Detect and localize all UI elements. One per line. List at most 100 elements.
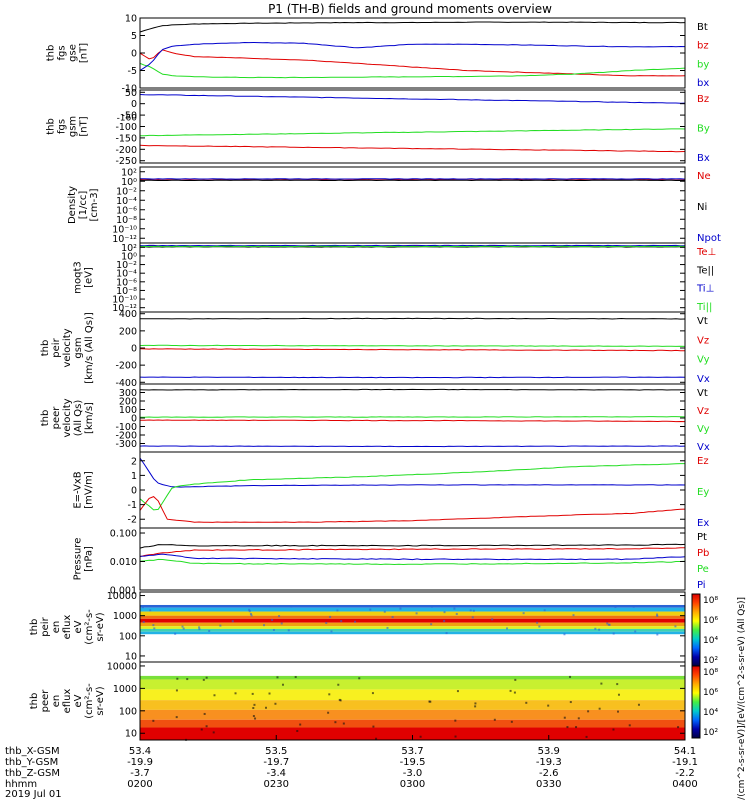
axis-ylabel-line: eflux	[62, 615, 73, 640]
heatmap-speck	[174, 633, 176, 635]
axis-ylabel-line: gsm	[73, 337, 84, 358]
axis-ylabel-line: fgs	[57, 45, 68, 60]
heatmap-speck	[369, 609, 371, 611]
series-Ey	[140, 464, 685, 510]
heatmap-speck	[474, 702, 476, 704]
heatmap-speck	[600, 683, 602, 685]
heatmap-speck	[276, 676, 278, 678]
heatmap-speck	[252, 693, 254, 695]
series-Ez	[140, 497, 685, 523]
heatmap-speck	[594, 628, 596, 630]
panel-frame	[140, 384, 685, 452]
axis-ylabel-line: eV	[73, 694, 84, 707]
heatmap-speck	[375, 738, 377, 740]
legend-Bz: Bz	[697, 94, 709, 105]
legend-Ti⊥: Ti⊥	[696, 284, 714, 295]
legend-Ti||: Ti||	[696, 302, 712, 313]
xaxis-value: 0300	[400, 779, 425, 790]
heatmap-speck	[219, 625, 221, 627]
panel-6: 3002001000-100-200-300thbpeervelocity(Al…	[40, 384, 710, 453]
axis-ylabel-line: velocity	[62, 328, 73, 367]
xaxis-value: 54.1	[674, 746, 696, 757]
heatmap-speck	[203, 679, 205, 681]
ytick-label: 400	[119, 309, 137, 320]
panel-4: 10²10⁰10⁻²10⁻⁴10⁻⁶10⁻⁸10⁻¹⁰10⁻¹²moqt3[eV…	[73, 243, 717, 314]
ytick-label: -300	[115, 439, 137, 450]
heatmap-speck	[213, 731, 215, 733]
axis-ylabel-line: thb	[40, 410, 51, 427]
ytick-label: 1	[131, 471, 137, 482]
heatmap-speck	[638, 704, 640, 706]
heatmap-speck	[372, 692, 374, 694]
heatmap-speck	[656, 614, 658, 616]
legend-bz: bz	[697, 41, 709, 52]
xaxis-value: -19.5	[400, 757, 426, 768]
ytick-label: 50	[125, 88, 137, 99]
axis-ylabel-line: sr-eV)	[95, 612, 106, 641]
legend-Vt: Vt	[697, 388, 708, 399]
axis-ylabel-line: moqt3	[73, 261, 84, 294]
series-By	[140, 129, 685, 136]
heatmap-speck	[416, 612, 418, 614]
heatmap-speck	[149, 609, 151, 611]
legend-Bx: Bx	[697, 153, 710, 164]
panel-frame	[140, 90, 685, 163]
heatmap-speck	[525, 702, 527, 704]
axis-ylabel: E=-VxB[mV/m]	[73, 471, 95, 509]
series-Vx	[140, 446, 685, 447]
xaxis-value: 0200	[127, 779, 152, 790]
axis-ylabel-line: (All Qs)	[73, 400, 84, 437]
heatmap-speck	[253, 715, 255, 717]
ytick-label: -250	[115, 156, 137, 167]
axis-ylabel-line: peir	[51, 337, 62, 357]
xaxis-value: 53.4	[129, 746, 151, 757]
axis-ylabel-line: [km/s]	[84, 402, 95, 434]
axis-ylabel-line: [cm-3]	[89, 188, 100, 221]
legend-Vt: Vt	[697, 316, 708, 327]
legend-By: By	[697, 124, 710, 135]
axis-ylabel-line: (cm²-s-	[84, 609, 95, 645]
heatmap-speck	[677, 726, 679, 728]
colorbar-tick: 10²	[703, 656, 718, 666]
heatmap-speck	[176, 716, 178, 718]
heatmap-speck	[269, 606, 271, 608]
ytick-label: -200	[115, 145, 137, 156]
ytick-label: 0	[131, 486, 137, 497]
heatmap-speck	[152, 720, 154, 722]
axis-ylabel-line: [km/s (All Qs)]	[84, 312, 95, 384]
heatmap-band-1	[140, 605, 685, 608]
xaxis-row-label: thb_Z-GSM	[5, 768, 60, 779]
heatmap-speck	[616, 683, 618, 685]
heatmap-speck	[429, 701, 431, 703]
heatmap-speck	[563, 633, 565, 635]
heatmap-speck	[612, 729, 614, 731]
heatmap-speck	[564, 717, 566, 719]
legend-Pb: Pb	[697, 548, 709, 559]
ytick-label: 1000	[113, 611, 137, 622]
heatmap-speck	[251, 614, 253, 616]
heatmap-speck	[330, 630, 332, 632]
axis-ylabel: thbpeirenefluxeV(cm²-s-sr-eV)	[29, 609, 106, 645]
series-Pe	[140, 559, 685, 564]
ytick-label: 5	[131, 31, 137, 42]
ytick-label: 10000	[107, 661, 137, 672]
heatmap-speck	[232, 620, 234, 622]
xaxis-value: 0230	[264, 779, 289, 790]
heatmap-speck	[455, 736, 457, 738]
heatmap-speck	[153, 627, 155, 629]
legend-by: by	[697, 59, 709, 70]
heatmap-speck	[475, 605, 477, 607]
heatmap-speck	[198, 626, 200, 628]
heatmap-speck	[295, 676, 297, 678]
series-Vy	[140, 417, 685, 418]
heatmap-speck	[618, 694, 620, 696]
heatmap-speck	[358, 677, 360, 679]
axis-ylabel: Density[1/cc][cm-3]	[67, 186, 100, 224]
heatmap-speck	[384, 611, 386, 613]
panel-3: 10²10⁰10⁻²10⁻⁴10⁻⁶10⁻⁸10⁻¹⁰10⁻¹²Density[…	[67, 167, 721, 245]
series-Vt	[140, 389, 685, 390]
legend-Vz: Vz	[697, 335, 709, 346]
xaxis-value: -19.7	[263, 757, 289, 768]
heatmap-speck	[334, 721, 336, 723]
